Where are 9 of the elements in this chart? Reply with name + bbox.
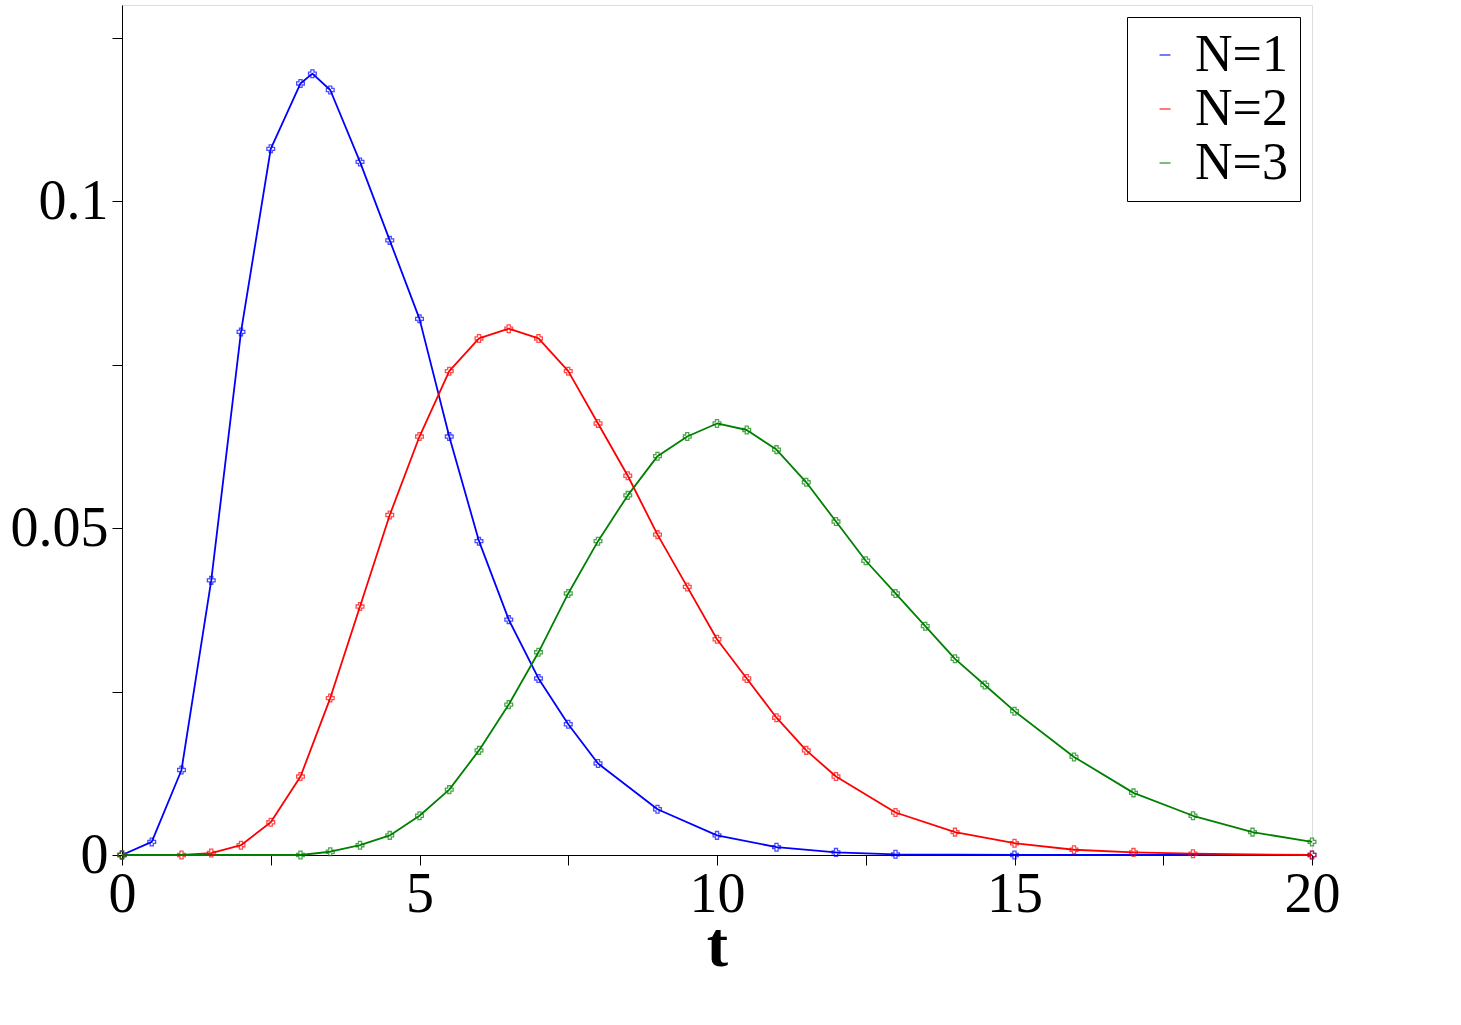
y-tick-label: 0 bbox=[80, 822, 109, 885]
x-tick-label: 20 bbox=[1284, 861, 1341, 924]
x-tick-label: 15 bbox=[987, 861, 1043, 924]
legend-label: N=2 bbox=[1195, 79, 1288, 136]
y-tick-label: 0.1 bbox=[38, 168, 109, 231]
legend-label: N=3 bbox=[1195, 133, 1288, 190]
x-tick-label: 5 bbox=[406, 861, 434, 924]
y-tick-label: 0.05 bbox=[10, 495, 109, 558]
legend-label: N=1 bbox=[1195, 25, 1288, 82]
